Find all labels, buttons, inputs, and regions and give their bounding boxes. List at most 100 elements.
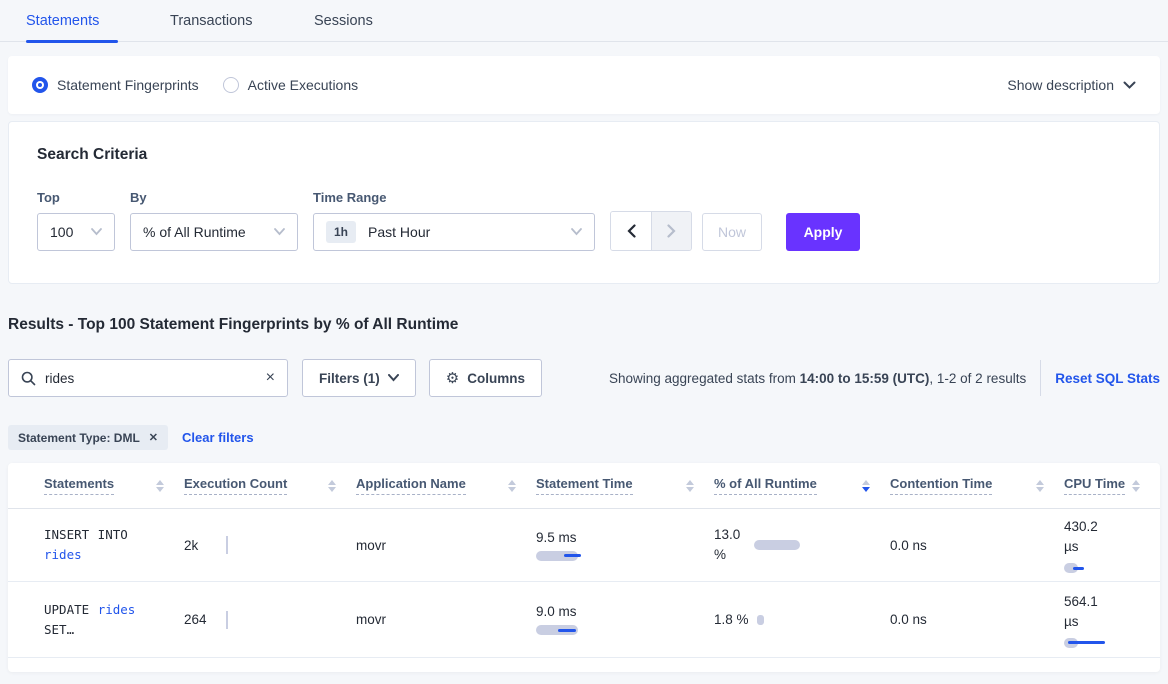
col-contention-time-label[interactable]: Contention Time	[890, 476, 993, 495]
time-range-badge: 1h	[326, 221, 357, 243]
cell-statement: UPDATE rides SET…	[44, 582, 184, 657]
sql-keyword: INSERT INTO	[44, 527, 128, 542]
cpu-time-bar	[1064, 563, 1084, 573]
radio-active-executions[interactable]: Active Executions	[222, 77, 358, 93]
execution-count-bar	[226, 610, 228, 629]
gear-icon: ⚙	[445, 370, 460, 387]
showing-stats-text: Showing aggregated stats from 14:00 to 1…	[609, 370, 1027, 386]
col-application-name-label[interactable]: Application Name	[356, 476, 466, 495]
col-cpu-time-label[interactable]: CPU Time	[1064, 476, 1126, 495]
cell-statement: INSERT INTO rides	[44, 509, 184, 581]
chevron-down-icon	[91, 228, 102, 236]
cell-cpu-time: 564.1 µs	[1064, 582, 1160, 657]
sort-icon[interactable]	[328, 479, 336, 492]
apply-button[interactable]: Apply	[786, 213, 861, 251]
filter-pill-row: Statement Type: DML ✕ Clear filters	[8, 425, 1160, 450]
col-execution-count-label[interactable]: Execution Count	[184, 476, 288, 495]
show-description-toggle[interactable]: Show description	[1007, 77, 1136, 93]
table-row[interactable]: UPDATE rides SET… 264 movr 9.0 ms 1.8 % …	[8, 582, 1160, 658]
col-header-cpu-time: CPU Time	[1064, 463, 1160, 508]
sql-activity-tabbar: Statements Transactions Sessions	[0, 0, 1168, 43]
col-statement-time-label[interactable]: Statement Time	[536, 476, 633, 495]
cell-application-name: movr	[356, 537, 386, 553]
divider	[1040, 360, 1042, 396]
col-header-statements: Statements	[44, 463, 184, 508]
sort-icon[interactable]	[1036, 479, 1044, 492]
pct-runtime-bar	[756, 614, 764, 625]
filter-pill-label: Statement Type: DML	[18, 430, 140, 445]
col-header-statement-time: Statement Time	[536, 463, 714, 508]
statements-table-card: Statements Execution Count Application N…	[8, 463, 1160, 672]
sort-icon[interactable]	[156, 479, 164, 492]
cell-pct-all-runtime: 13.0 %	[714, 509, 890, 581]
clear-filters-link[interactable]: Clear filters	[182, 430, 254, 445]
tab-statements[interactable]: Statements	[26, 0, 170, 43]
statement-time-bar	[536, 550, 581, 561]
results-controls-row: × Filters (1) ⚙ Columns Showing aggregat…	[8, 359, 1160, 397]
time-range-select[interactable]: 1h Past Hour	[313, 213, 595, 251]
tab-transactions[interactable]: Transactions	[170, 0, 314, 42]
top-label: Top	[37, 190, 60, 205]
top-select-value: 100	[50, 224, 74, 240]
time-range-label: Time Range	[313, 190, 387, 205]
by-field: By % of All Runtime	[130, 190, 298, 251]
chevron-down-icon	[571, 228, 582, 236]
cell-cpu-time: 430.2 µs	[1064, 509, 1160, 581]
next-interval-button[interactable]	[651, 212, 691, 250]
now-button[interactable]: Now	[702, 213, 763, 251]
cell-pct-all-runtime: 1.8 %	[714, 582, 890, 657]
sort-icon[interactable]	[1132, 479, 1140, 492]
tab-transactions-label: Transactions	[170, 12, 253, 29]
chevron-right-icon	[667, 224, 676, 238]
radio-selected-icon	[32, 77, 48, 93]
sort-icon[interactable]	[686, 479, 694, 492]
clear-search-icon[interactable]: ×	[265, 369, 275, 386]
tab-sessions[interactable]: Sessions	[314, 0, 458, 42]
table-header-row: Statements Execution Count Application N…	[8, 463, 1160, 509]
top-field: Top 100	[37, 190, 115, 251]
view-toggle-card: Statement Fingerprints Active Executions…	[8, 56, 1160, 114]
col-pct-all-runtime-label[interactable]: % of All Runtime	[714, 476, 817, 495]
cell-statement-time: 9.0 ms	[536, 582, 714, 657]
chevron-down-icon	[1123, 81, 1136, 89]
now-button-label: Now	[718, 224, 747, 240]
filters-button[interactable]: Filters (1)	[302, 359, 416, 397]
cell-execution-count: 264	[184, 582, 356, 657]
search-criteria-title: Search Criteria	[37, 146, 148, 163]
radio-statement-fingerprints[interactable]: Statement Fingerprints	[32, 77, 199, 93]
cpu-time-bar	[1064, 637, 1105, 648]
col-header-contention-time: Contention Time	[890, 463, 1064, 508]
col-header-application-name: Application Name	[356, 463, 536, 508]
by-select[interactable]: % of All Runtime	[130, 213, 298, 251]
columns-button[interactable]: ⚙ Columns	[428, 359, 542, 397]
execution-count-bar	[226, 536, 228, 554]
time-range-field: Time Range 1h Past Hour	[313, 190, 595, 251]
col-header-execution-count: Execution Count	[184, 463, 356, 508]
by-select-value: % of All Runtime	[143, 224, 246, 240]
by-label: By	[130, 190, 147, 205]
sort-icon[interactable]	[508, 479, 516, 492]
show-description-label: Show description	[1007, 77, 1114, 93]
search-criteria-card: Search Criteria Top 100 By % of All Runt…	[8, 121, 1160, 284]
sort-icon-active-desc[interactable]	[862, 479, 870, 492]
col-header-pct-all-runtime: % of All Runtime	[714, 463, 890, 508]
statement-link[interactable]: rides	[44, 547, 82, 562]
radio-unselected-icon	[222, 77, 239, 93]
search-icon	[21, 371, 36, 385]
top-select[interactable]: 100	[37, 213, 115, 251]
statement-time-bar	[536, 625, 578, 635]
statement-search-box[interactable]: ×	[8, 359, 288, 397]
cell-contention-time: 0.0 ns	[890, 537, 927, 553]
sql-keyword: SET…	[44, 621, 75, 637]
statement-link[interactable]: rides	[97, 601, 136, 617]
col-statements-label[interactable]: Statements	[44, 476, 115, 495]
tab-sessions-label: Sessions	[314, 12, 373, 29]
chevron-down-icon	[274, 228, 285, 236]
remove-filter-icon[interactable]: ✕	[148, 432, 159, 444]
results-heading: Results - Top 100 Statement Fingerprints…	[8, 316, 459, 333]
table-row[interactable]: INSERT INTO rides 2k movr 9.5 ms 13.0 % …	[8, 509, 1160, 582]
previous-interval-button[interactable]	[611, 212, 651, 250]
reset-sql-stats-link[interactable]: Reset SQL Stats	[1055, 370, 1160, 386]
cell-statement-time: 9.5 ms	[536, 509, 714, 581]
search-input[interactable]	[45, 370, 266, 386]
